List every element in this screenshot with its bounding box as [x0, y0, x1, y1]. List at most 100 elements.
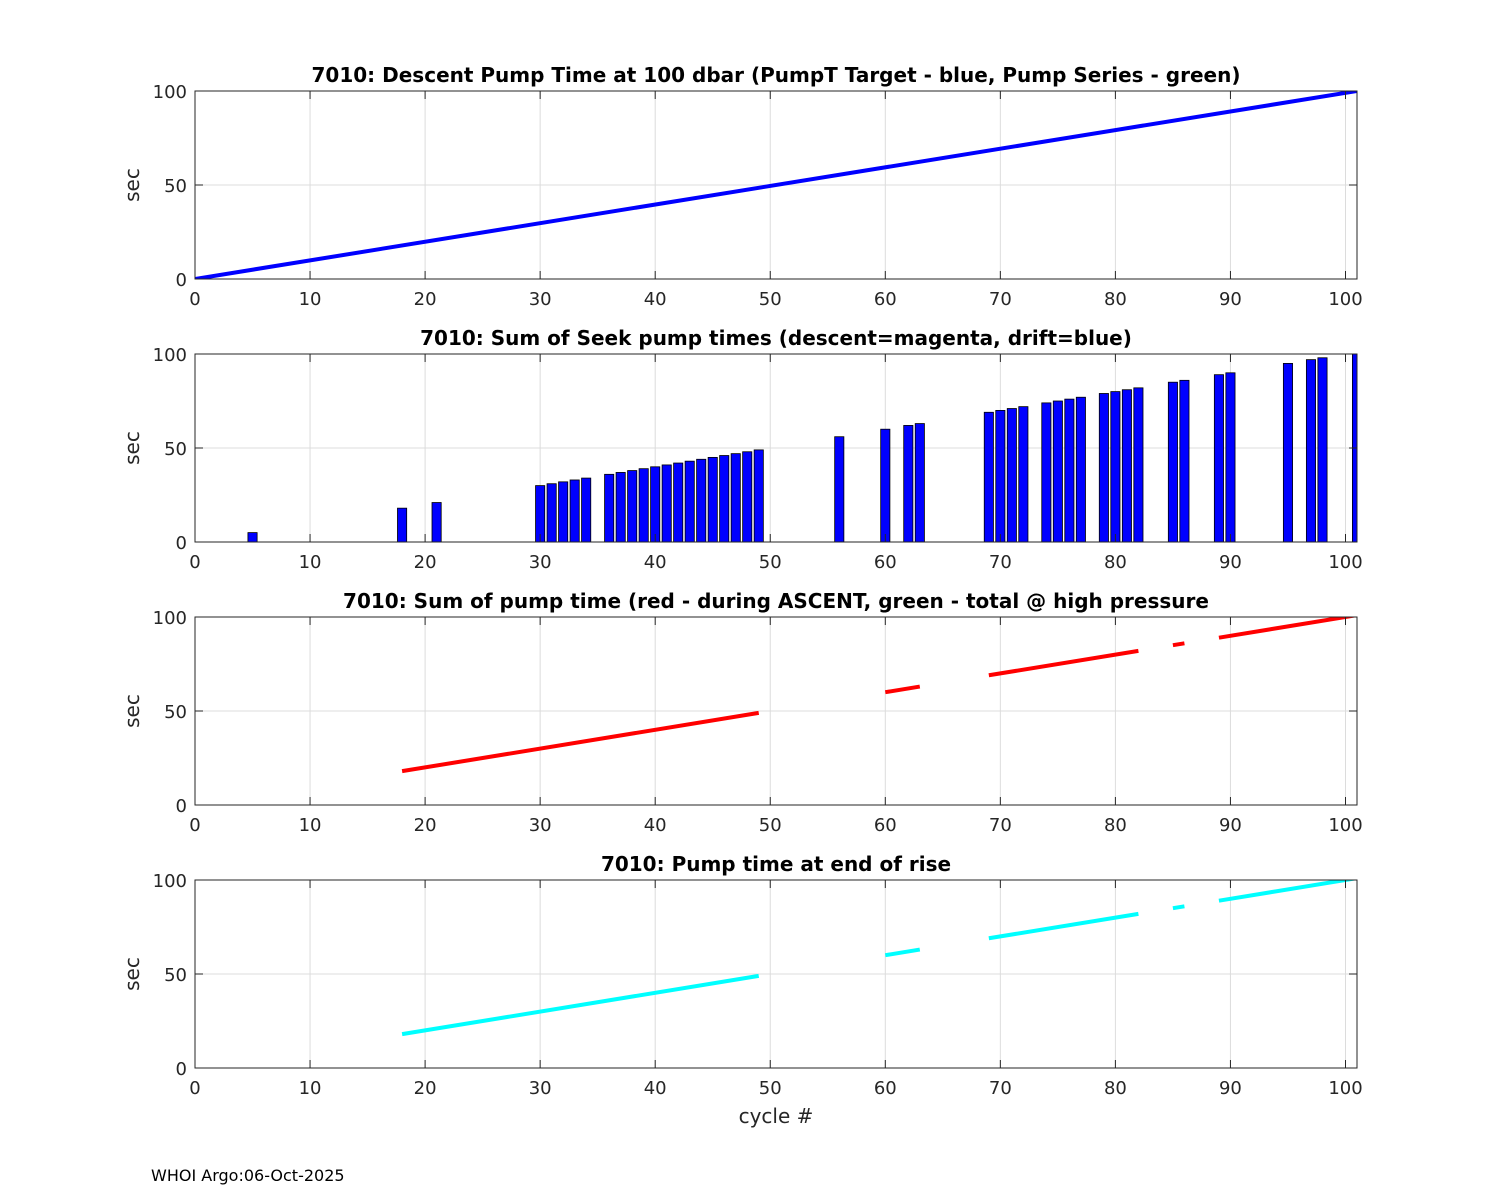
y-axis-label: sec	[120, 694, 144, 728]
chart-title: 7010: Sum of Seek pump times (descent=ma…	[420, 326, 1132, 350]
bar-cycle-32	[558, 481, 569, 542]
bar-cycle-5	[247, 532, 258, 542]
x-tick-label: 40	[644, 1078, 667, 1099]
bar-cycle-77	[1075, 396, 1086, 542]
x-tick-label: 100	[1328, 289, 1362, 310]
x-tick-label: 90	[1219, 815, 1242, 836]
bar-cycle-82	[1133, 387, 1144, 542]
x-tick-label: 10	[299, 289, 322, 310]
bar-cycle-18	[397, 507, 408, 542]
series-line-segment	[884, 947, 921, 958]
series-line-segment	[1218, 617, 1357, 640]
x-tick-label: 20	[414, 815, 437, 836]
bar-cycle-97	[1305, 359, 1316, 542]
x-tick-label: 90	[1219, 552, 1242, 573]
x-tick-label: 60	[874, 552, 897, 573]
x-tick-label: 100	[1328, 552, 1362, 573]
x-tick-label: 30	[529, 815, 552, 836]
series-line-segment	[1172, 904, 1185, 911]
x-tick-label: 40	[644, 552, 667, 573]
y-tick-label: 100	[153, 345, 187, 366]
bar-cycle-86	[1179, 379, 1190, 542]
x-tick-label: 70	[989, 289, 1012, 310]
series-line-segment	[884, 684, 921, 695]
bar-cycle-90	[1225, 372, 1236, 542]
bar-cycle-70	[995, 409, 1006, 542]
bar-cycle-71	[1006, 408, 1017, 542]
series-line-segment	[401, 973, 760, 1037]
series-line-segment	[988, 911, 1139, 941]
bar-cycle-80	[1110, 391, 1121, 542]
x-tick-label: 30	[529, 552, 552, 573]
x-tick-label: 60	[874, 289, 897, 310]
x-tick-label: 60	[874, 815, 897, 836]
x-tick-label: 60	[874, 1078, 897, 1099]
x-tick-label: 90	[1219, 289, 1242, 310]
bar-cycle-60	[880, 428, 891, 542]
data-layer	[401, 617, 1357, 774]
x-tick-label: 100	[1328, 815, 1362, 836]
x-tick-label: 70	[989, 552, 1012, 573]
bar-cycle-95	[1282, 362, 1293, 542]
x-tick-label: 50	[759, 552, 782, 573]
bar-cycle-56	[834, 436, 845, 542]
bar-cycle-31	[546, 483, 557, 542]
series-line-segment	[1218, 880, 1357, 903]
y-tick-label: 50	[164, 176, 187, 197]
bar-cycle-39	[638, 468, 649, 542]
chart-title: 7010: Descent Pump Time at 100 dbar (Pum…	[312, 63, 1241, 87]
y-tick-label: 50	[164, 702, 187, 723]
x-tick-label: 50	[759, 1078, 782, 1099]
y-tick-label: 0	[176, 796, 187, 817]
x-tick-label: 20	[414, 1078, 437, 1099]
x-tick-label: 80	[1104, 289, 1127, 310]
chart-panel-seek-pump-times: 0 10 20 30 40 50 60 70 80 90 100 0 50 100 7010: Sum of…	[120, 326, 1363, 573]
bar-cycle-63	[914, 423, 925, 542]
chart-panel-ascent-pump-time: 0 10 20 30 40 50 60 70 80 90 100 0 50 100 7010: Sum of…	[120, 589, 1363, 836]
footer-credit: WHOI Argo:06-Oct-2025	[151, 1166, 345, 1185]
y-tick-label: 0	[176, 533, 187, 554]
y-tick-label: 50	[164, 439, 187, 460]
bar-cycle-81	[1121, 389, 1132, 542]
bar-cycle-42	[673, 462, 684, 542]
x-tick-label: 30	[529, 289, 552, 310]
x-tick-label: 10	[299, 1078, 322, 1099]
bar-cycle-41	[661, 464, 672, 542]
y-tick-label: 0	[176, 270, 187, 291]
y-tick-label: 100	[153, 608, 187, 629]
y-tick-label: 0	[176, 1059, 187, 1080]
bar-cycle-37	[615, 472, 626, 542]
y-tick-label: 100	[153, 871, 187, 892]
bar-cycle-30	[535, 485, 546, 542]
data-layer	[401, 880, 1357, 1037]
x-tick-label: 70	[989, 1078, 1012, 1099]
data-layer	[247, 354, 1357, 542]
x-tick-label: 80	[1104, 1078, 1127, 1099]
bar-cycle-43	[684, 460, 695, 542]
bar-cycle-45	[707, 456, 718, 542]
bar-cycle-79	[1098, 393, 1109, 542]
bar-cycle-62	[903, 425, 914, 542]
bar-cycle-98	[1317, 357, 1328, 542]
series-line-segment	[1172, 641, 1185, 648]
series-line-segment	[401, 710, 760, 774]
x-tick-label: 50	[759, 815, 782, 836]
x-tick-label: 90	[1219, 1078, 1242, 1099]
x-tick-label: 80	[1104, 552, 1127, 573]
x-tick-label: 100	[1328, 1078, 1362, 1099]
chart-panel-end-of-rise-pump-time: 0 10 20 30 40 50 60 70 80 90 100 0 50 100 7010: Pump t…	[120, 852, 1363, 1128]
chart-title: 7010: Pump time at end of rise	[601, 852, 951, 876]
y-axis-label: sec	[120, 168, 144, 202]
data-layer	[195, 91, 1357, 279]
bar-cycle-49	[753, 449, 764, 542]
x-tick-label: 40	[644, 815, 667, 836]
bar-cycle-48	[742, 451, 753, 542]
bar-cycle-75	[1052, 400, 1063, 542]
bar-cycle-44	[696, 458, 707, 542]
x-tick-label: 0	[189, 552, 200, 573]
x-tick-label: 50	[759, 289, 782, 310]
x-tick-label: 80	[1104, 815, 1127, 836]
bar-cycle-74	[1041, 402, 1052, 542]
x-tick-label: 10	[299, 815, 322, 836]
bar-cycle-72	[1018, 406, 1029, 542]
